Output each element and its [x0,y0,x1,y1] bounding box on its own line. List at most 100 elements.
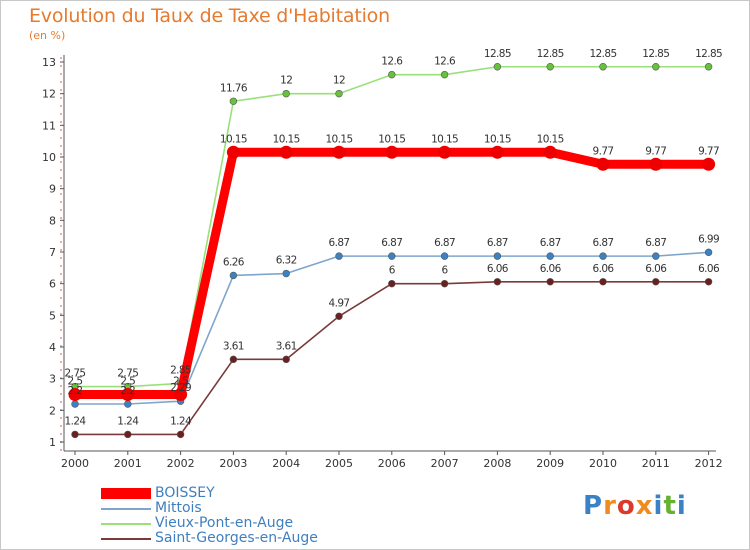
data-label: 2.5 [173,376,188,388]
legend-item-mittois[interactable]: Mittois [101,501,318,516]
legend-swatch-mittois [101,507,151,510]
data-point [282,89,290,98]
legend-item-saint-georges-en-auge[interactable]: Saint-Georges-en-Auge [101,531,318,546]
data-point [440,252,449,260]
data-label: 6.87 [487,237,508,249]
y-axis-unit: (en %) [29,29,66,42]
data-point [543,145,557,159]
y-tick-label: 7 [49,246,56,259]
data-point [229,97,238,105]
logo-wordmark: Proxiti [583,491,687,521]
data-label: 12 [333,75,345,87]
data-point [652,63,660,71]
data-point [599,252,607,260]
data-label: 2.5 [120,376,135,388]
logo-letter: i [676,491,687,521]
data-point [335,312,343,320]
logo-letter: t [663,491,677,521]
data-point [229,355,238,364]
data-label: 2.2 [120,385,135,397]
data-point [440,279,449,288]
data-point [546,278,554,286]
data-point [440,70,449,79]
data-label: 1.24 [117,415,139,427]
data-label: 2.75 [117,368,138,380]
data-label: 6.32 [276,255,297,267]
data-label: 2.85 [170,364,191,376]
data-label: 12 [280,75,292,87]
data-point [704,278,713,286]
data-point [332,145,346,159]
data-point [174,388,188,401]
legend-label: Mittois [155,500,202,516]
data-point [438,145,452,159]
y-tick-label: 9 [49,183,56,196]
data-label: 6 [442,265,449,277]
data-point [493,252,502,260]
data-point [335,252,343,260]
data-label: 4.97 [329,297,350,309]
data-point [282,269,290,278]
data-label: 12.6 [434,56,456,68]
x-tick-label: 2011 [642,457,670,470]
y-tick-label: 10 [42,151,56,164]
data-label: 10.15 [325,133,352,145]
x-tick-label: 2001 [114,457,142,470]
data-point [71,430,79,439]
data-point [493,63,502,71]
data-point [279,145,293,159]
data-point [335,89,343,98]
proxiti-logo: Proxiti [583,491,687,521]
data-point [599,63,607,71]
x-tick-label: 2000 [61,457,89,470]
data-label: 6.06 [593,263,615,275]
data-point [388,279,396,288]
data-point [493,278,502,286]
data-point [282,355,290,364]
y-tick-label: 13 [42,56,56,69]
data-label: 6.87 [645,237,666,249]
data-label: 6.87 [329,237,350,249]
data-label: 12.85 [484,48,511,60]
data-label: 9.77 [698,145,719,157]
data-label: 6.06 [698,263,720,275]
data-label: 2.75 [65,368,86,380]
series-line-saint-georges-en-auge [75,280,709,436]
data-point [490,145,504,159]
legend-label: Saint-Georges-en-Auge [155,530,318,546]
x-tick-label: 2003 [219,457,247,470]
data-label: 6.06 [487,263,509,275]
y-tick-label: 4 [49,341,56,354]
x-tick-label: 2009 [536,457,564,470]
series-line-vieux-pont-en-auge [75,65,709,388]
x-tick-label: 2006 [378,457,406,470]
data-point [385,145,399,159]
data-label: 1.24 [65,415,87,427]
data-point [124,400,132,408]
y-tick-label: 11 [42,119,56,132]
legend-item-vieux-pont-en-auge[interactable]: Vieux-Pont-en-Auge [101,516,318,531]
data-label: 6.87 [593,237,614,249]
data-label: 9.77 [645,145,666,157]
data-label: 6.26 [223,256,245,268]
data-label: 6.99 [698,233,719,245]
data-label: 11.76 [220,82,248,94]
data-label: 1.24 [170,415,192,427]
y-tick-label: 3 [49,373,56,386]
data-point [704,248,713,257]
data-point [226,145,240,159]
legend: BOISSEY Mittois Vieux-Pont-en-Auge Saint… [101,486,318,546]
data-point [649,157,663,171]
logo-letter: o [616,491,636,521]
data-label: 6.87 [434,237,455,249]
x-tick-label: 2012 [695,457,723,470]
legend-swatch-saint-georges-en-auge [101,537,151,540]
legend-label: BOISSEY [155,485,215,501]
legend-label: Vieux-Pont-en-Auge [155,515,294,531]
x-tick-label: 2010 [589,457,617,470]
data-point [546,252,554,260]
data-point [702,157,716,171]
legend-item-boissey[interactable]: BOISSEY [101,486,318,501]
